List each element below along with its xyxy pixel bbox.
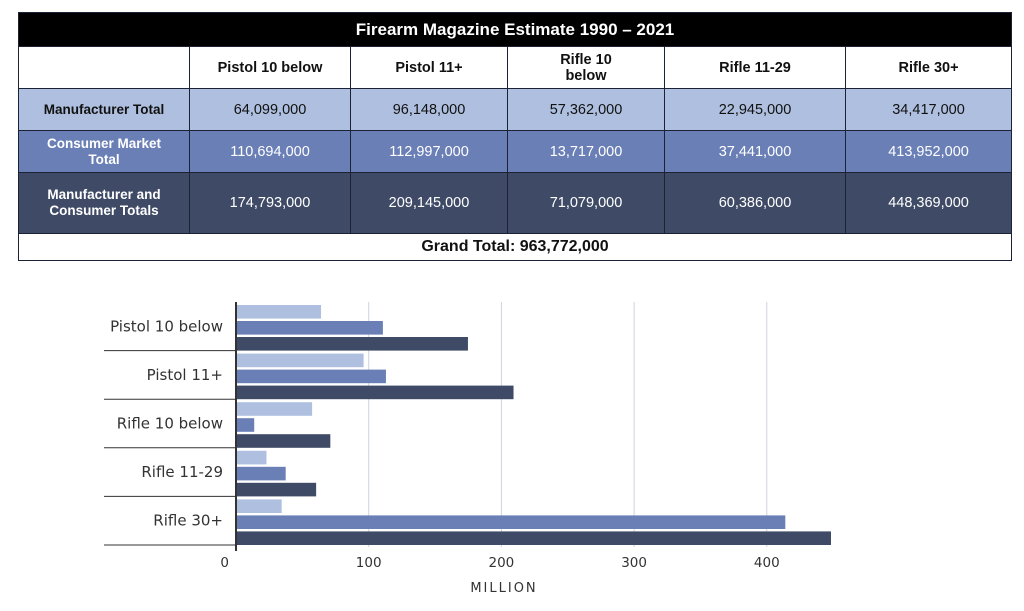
table-row: Manufacturer Total 64,099,000 96,148,000… bbox=[18, 88, 1013, 131]
bar bbox=[236, 515, 786, 529]
bar bbox=[236, 321, 383, 335]
bar bbox=[236, 531, 831, 545]
magazine-estimate-table: Firearm Magazine Estimate 1990 – 2021 Pi… bbox=[17, 12, 1013, 261]
bar bbox=[236, 466, 286, 481]
table-cell: 96,148,000 bbox=[350, 88, 508, 131]
bar bbox=[236, 482, 317, 497]
category-label: Rifle 10 below bbox=[117, 415, 223, 433]
column-header: Rifle 10 below bbox=[507, 46, 665, 89]
table-cell: 37,441,000 bbox=[664, 130, 846, 173]
category-label: Rifle 30+ bbox=[153, 512, 223, 530]
bar bbox=[236, 353, 364, 368]
table-cell: 64,099,000 bbox=[189, 88, 351, 131]
category-label: Pistol 10 below bbox=[110, 317, 223, 335]
table-row: Manufacturer and Consumer Totals 174,793… bbox=[18, 172, 1013, 234]
bar bbox=[236, 337, 468, 351]
bar bbox=[236, 369, 386, 384]
table-cell: 13,717,000 bbox=[507, 130, 665, 173]
bar bbox=[236, 418, 255, 432]
x-tick-label: 0 bbox=[220, 555, 229, 571]
table-cell: 57,362,000 bbox=[507, 88, 665, 131]
category-label: Pistol 11+ bbox=[147, 366, 223, 384]
table-cell: 448,369,000 bbox=[844, 172, 1013, 234]
bar bbox=[236, 499, 282, 513]
bar bbox=[236, 434, 331, 448]
bar bbox=[236, 385, 514, 400]
table-title: Firearm Magazine Estimate 1990 – 2021 bbox=[17, 12, 1013, 47]
table-cell: 60,386,000 bbox=[664, 172, 846, 234]
bar bbox=[236, 402, 313, 416]
table-cell: 413,952,000 bbox=[844, 130, 1013, 173]
table-cell: 34,417,000 bbox=[844, 88, 1013, 131]
bar bbox=[236, 450, 267, 465]
row-label: Manufacturer and Consumer Totals bbox=[18, 172, 190, 234]
x-tick-label: 400 bbox=[754, 555, 780, 571]
column-header: Pistol 10 below bbox=[189, 46, 351, 89]
column-header: Rifle 11-29 bbox=[664, 46, 846, 89]
x-tick-label: 300 bbox=[621, 555, 647, 571]
table-cell: 112,997,000 bbox=[350, 130, 508, 173]
grand-total: Grand Total: 963,772,000 bbox=[17, 233, 1013, 261]
x-axis-label: MILLION bbox=[470, 581, 537, 596]
bar-chart: Pistol 10 below Pistol 11+ Rifle 10 below R… bbox=[104, 302, 831, 596]
table-cell: 209,145,000 bbox=[350, 172, 508, 234]
table-cell: 110,694,000 bbox=[189, 130, 351, 173]
header-empty-cell bbox=[18, 46, 190, 89]
table-cell: 174,793,000 bbox=[189, 172, 351, 234]
x-tick-label: 100 bbox=[356, 555, 382, 571]
bar bbox=[236, 305, 322, 319]
row-label: Manufacturer Total bbox=[18, 88, 190, 131]
category-label: Rifle 11-29 bbox=[141, 463, 223, 481]
row-label: Consumer Market Total bbox=[18, 130, 190, 173]
table-row: Consumer Market Total 110,694,000 112,99… bbox=[18, 130, 1013, 173]
table-cell: 22,945,000 bbox=[664, 88, 846, 131]
table-cell: 71,079,000 bbox=[507, 172, 665, 234]
column-header: Pistol 11+ bbox=[350, 46, 508, 89]
x-tick-label: 200 bbox=[489, 555, 515, 571]
column-header: Rifle 30+ bbox=[844, 46, 1013, 89]
